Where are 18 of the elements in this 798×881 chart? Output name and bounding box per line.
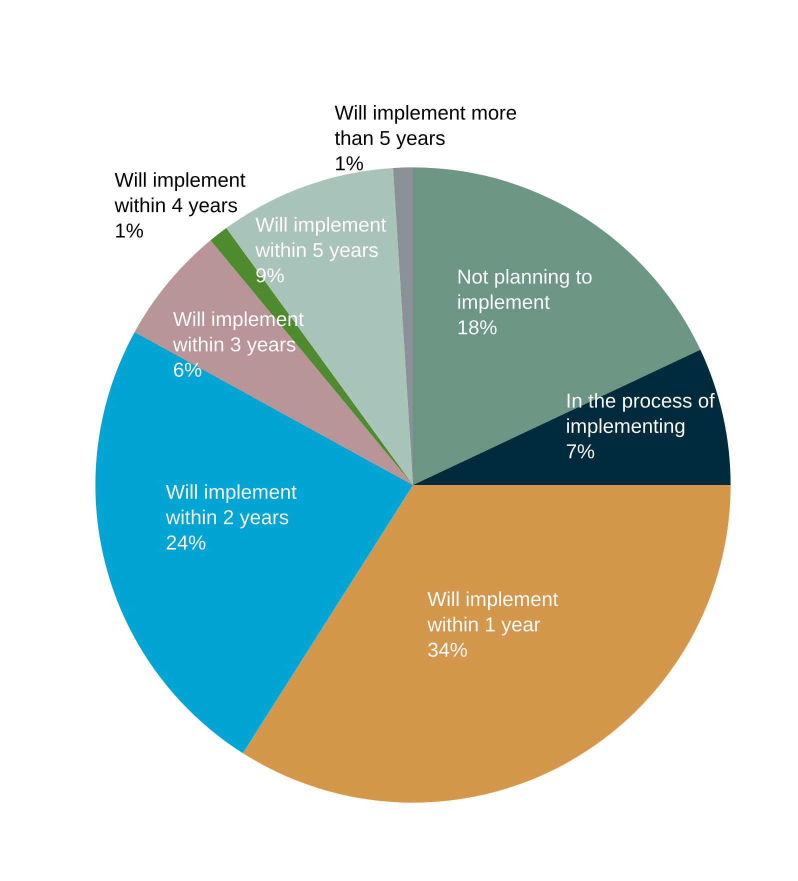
slice-label: In the process of implementing [567,393,715,438]
data-label: 18% [458,320,497,334]
slice-label: Will implement within 1 year [427,591,558,636]
slice-label: Will implement within 4 years [114,172,246,216]
pie-slice [95,332,413,754]
data-label: 24% [166,535,206,550]
slice-label: Not planning to implement [458,269,592,314]
data-label: 1% [116,224,143,238]
data-label: 6% [174,362,202,377]
slice-label: Will implement more than 5 years [334,105,516,150]
data-label: 34% [428,642,467,657]
pie-slice [413,350,731,485]
data-label: 7% [566,444,594,458]
slice-label: Will implement within 5 years [255,217,386,262]
pie-slice [134,240,413,485]
pie-slice [413,167,700,485]
data-label: 1% [336,156,363,170]
slice-label: Will implement within 2 years [166,484,297,528]
